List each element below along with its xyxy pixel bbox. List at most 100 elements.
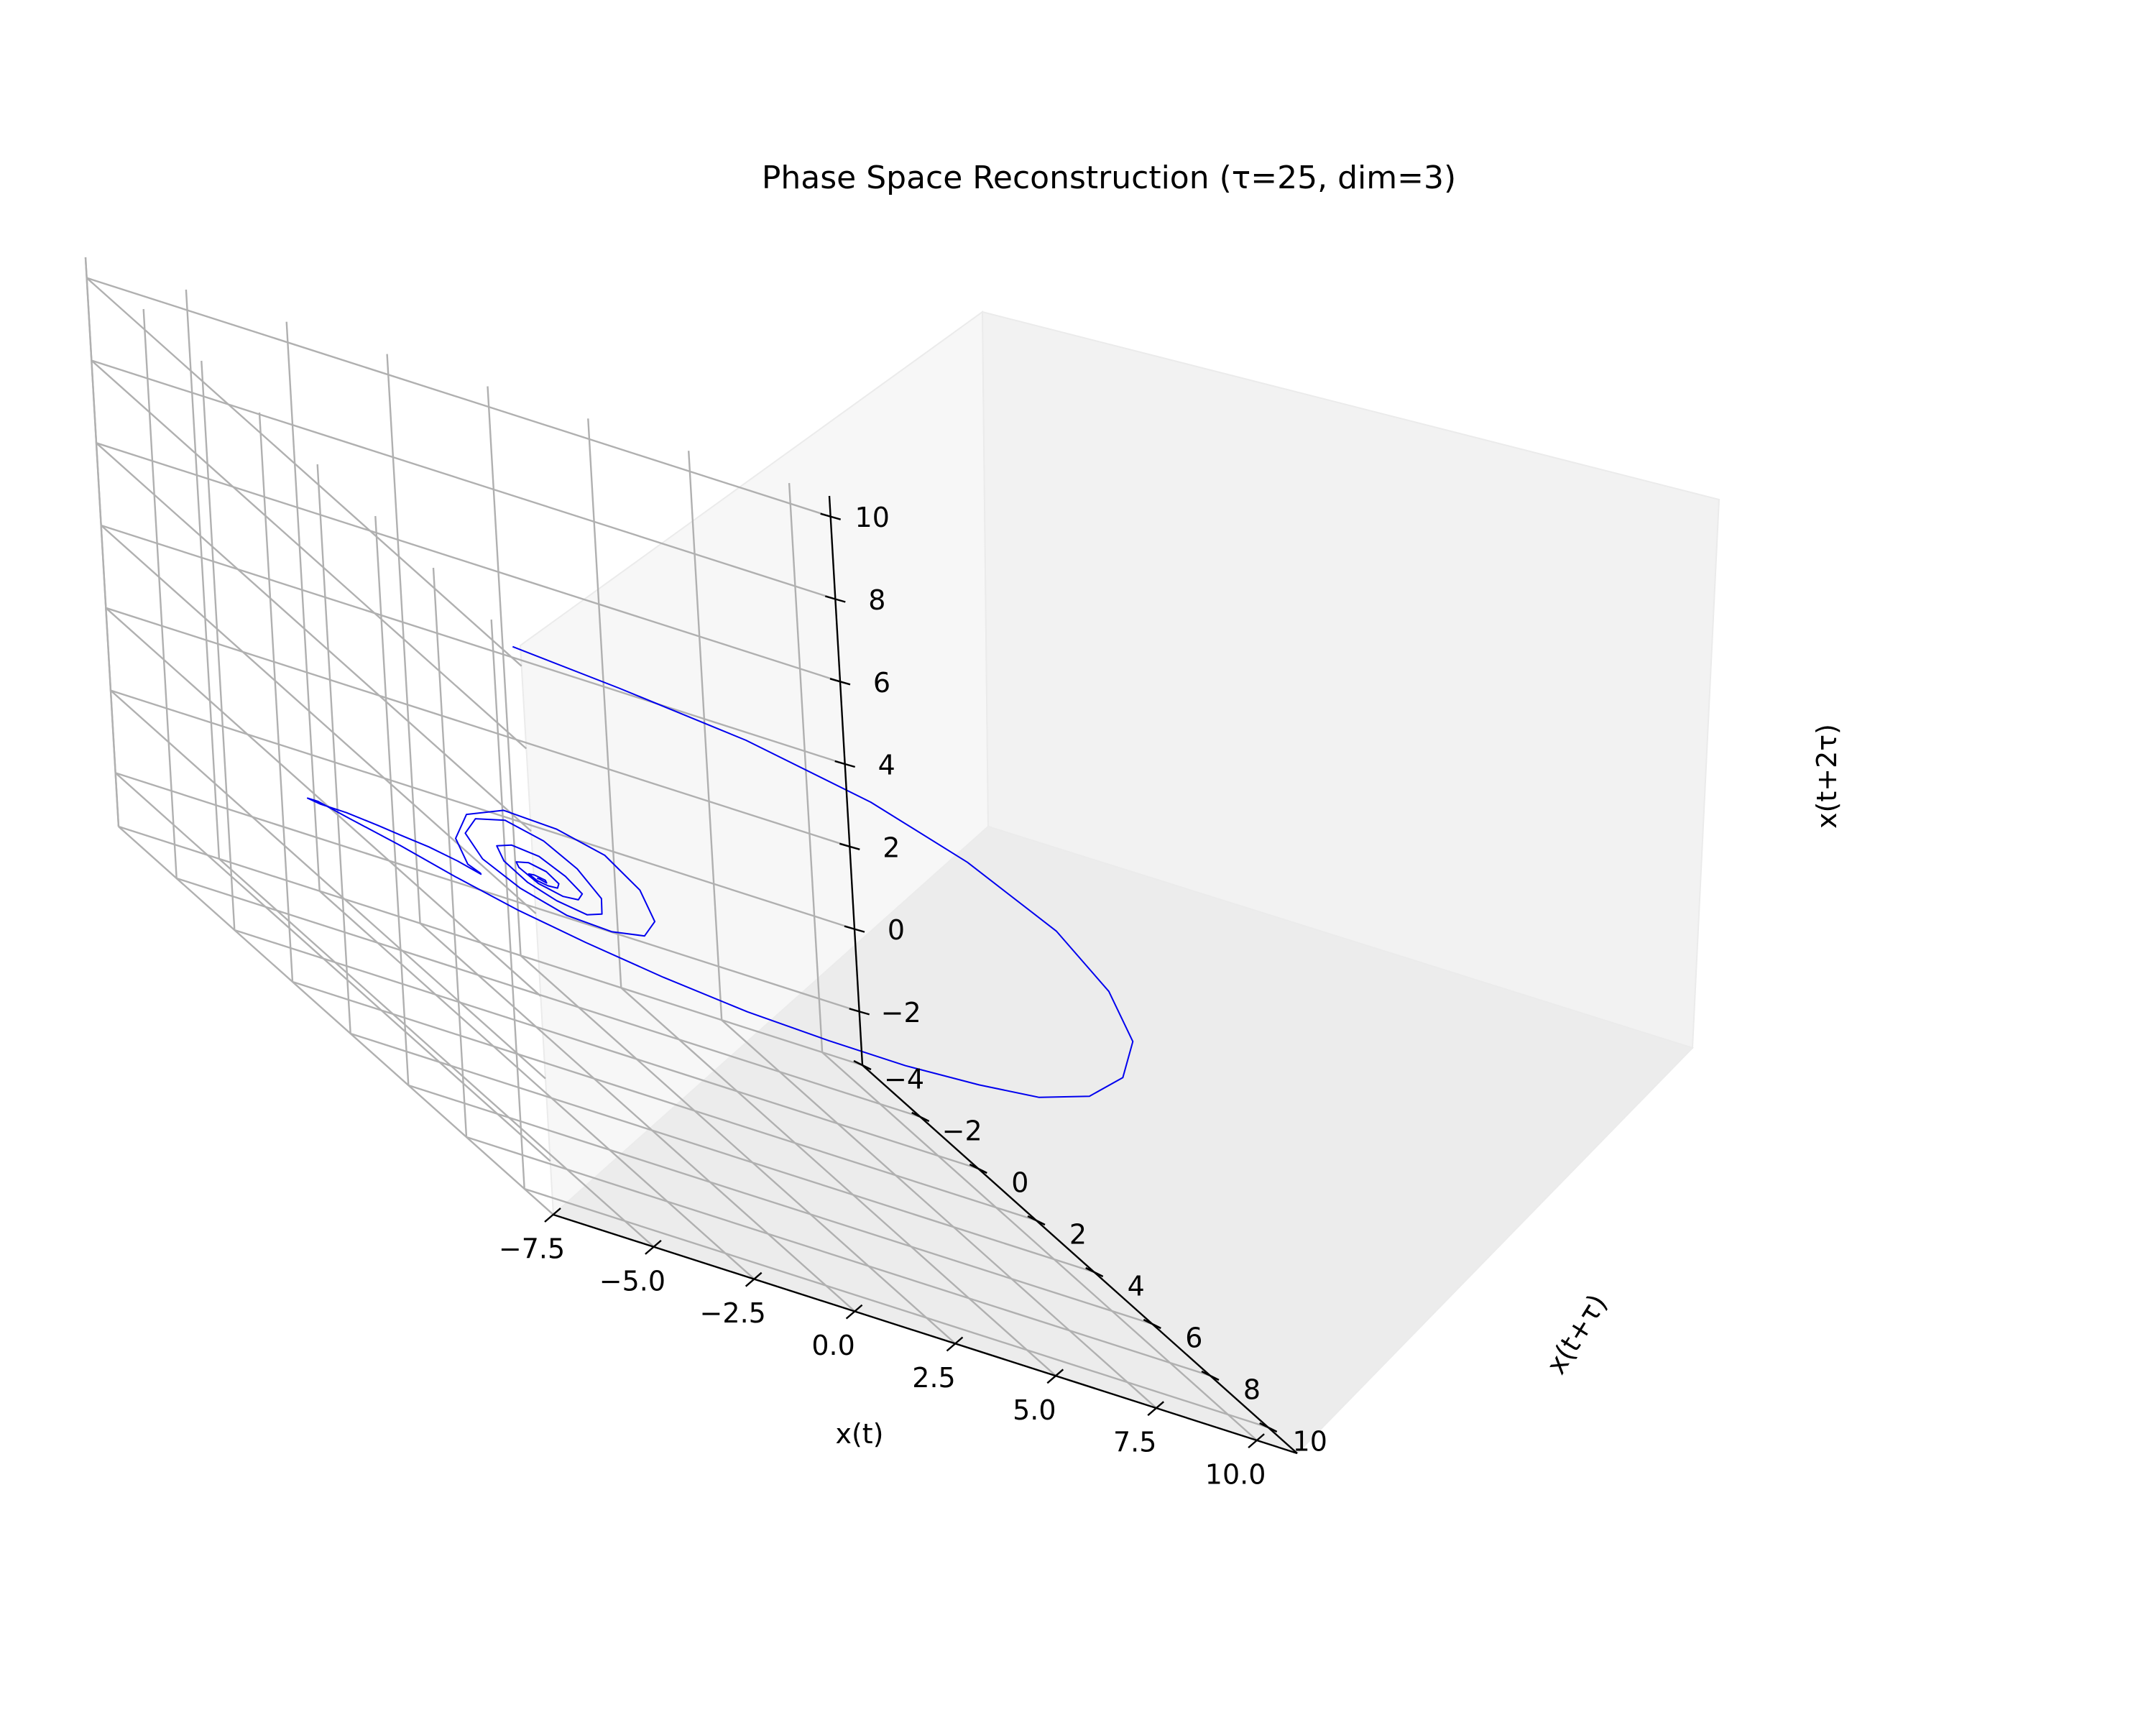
- trajectory-line: [307, 645, 1134, 1098]
- x-axis-line: [553, 1213, 1298, 1455]
- z-tick: [849, 1008, 870, 1016]
- gridline-z-back: [115, 772, 860, 1013]
- x-tick-label: 7.5: [1113, 1427, 1156, 1458]
- z-tick: [824, 595, 846, 603]
- gridline-z-back: [86, 277, 831, 518]
- z-tick-label: 8: [868, 584, 885, 616]
- y-tick-label: 2: [1069, 1219, 1087, 1251]
- y-tick-label: 6: [1185, 1322, 1202, 1354]
- gridline-y-left: [142, 308, 178, 879]
- gridline-z-left: [86, 277, 522, 667]
- y-tick: [1143, 1318, 1161, 1330]
- gridline-x-back: [788, 483, 824, 1053]
- trajectory-layer: [307, 645, 1134, 1098]
- gridline-x-back: [688, 451, 723, 1021]
- gridline-z-back: [96, 442, 841, 683]
- gridline-z-back: [101, 524, 846, 765]
- gridline-x-floor: [218, 858, 655, 1248]
- gridline-y-left: [374, 515, 410, 1086]
- z-tick-label: 0: [888, 914, 905, 946]
- y-tick: [1201, 1370, 1220, 1381]
- gridline-y-left: [432, 567, 468, 1138]
- gridline-y-floor: [466, 1136, 1211, 1377]
- x-tick-label: 2.5: [912, 1362, 955, 1394]
- gridline-y-left: [316, 464, 351, 1034]
- z-axis-label: x(t+2τ): [1811, 724, 1843, 829]
- gridline-z-left: [96, 442, 532, 832]
- gridline-x-back: [285, 321, 321, 891]
- y-tick: [969, 1163, 987, 1174]
- x-tick: [1147, 1401, 1164, 1417]
- y-tick: [853, 1059, 872, 1071]
- gridline-y-floor: [118, 825, 863, 1067]
- x-tick: [645, 1239, 662, 1255]
- gridline-x-floor: [520, 954, 957, 1345]
- x-tick: [544, 1208, 561, 1223]
- y-tick-label: 0: [1011, 1167, 1028, 1199]
- z-axis-line: [828, 495, 864, 1066]
- y-tick: [1027, 1215, 1046, 1226]
- y-axis-line: [862, 1064, 1298, 1454]
- gridline-y-floor: [350, 1032, 1095, 1274]
- z-tick: [839, 842, 860, 850]
- z-tick: [844, 925, 865, 933]
- y-axis-label: x(t+τ): [1540, 1289, 1613, 1380]
- x-tick: [845, 1304, 863, 1320]
- y-tick-label: −4: [884, 1064, 924, 1095]
- z-tick-label: 4: [878, 750, 895, 781]
- gridline-z-left: [91, 359, 528, 750]
- gridline-x-floor: [118, 826, 554, 1215]
- gridline-y-left: [201, 360, 236, 931]
- gridline-x-floor: [821, 1052, 1258, 1441]
- gridline-z-back: [110, 689, 855, 930]
- z-tick: [829, 678, 851, 686]
- x-tick-label: 5.0: [1013, 1394, 1056, 1426]
- axes-3d: [84, 257, 1720, 1455]
- gridline-y-floor: [292, 980, 1037, 1222]
- gridline-z-back: [105, 607, 850, 847]
- gridline-z-back: [91, 359, 836, 600]
- x-tick-label: 0.0: [811, 1330, 854, 1361]
- gridline-x-floor: [318, 890, 755, 1280]
- z-tick-label: 10: [855, 502, 890, 533]
- x-tick-label: −5.0: [599, 1265, 665, 1297]
- gridline-z-left: [105, 607, 542, 997]
- z-tick: [820, 512, 842, 520]
- y-tick-label: 8: [1243, 1374, 1261, 1406]
- gridline-y-floor: [234, 929, 979, 1170]
- gridline-x-floor: [721, 1019, 1157, 1409]
- y-tick-label: 4: [1128, 1271, 1145, 1302]
- x-tick: [745, 1271, 763, 1287]
- chart-title: Phase Space Reconstruction (τ=25, dim=3): [762, 160, 1456, 196]
- y-tick-label: −2: [942, 1116, 982, 1147]
- gridline-y-floor: [407, 1084, 1153, 1325]
- x-tick: [1046, 1368, 1064, 1384]
- gridline-z-left: [114, 772, 551, 1162]
- z-tick: [834, 760, 856, 768]
- z-tick-label: 6: [873, 667, 890, 699]
- gridline-x-floor: [620, 987, 1057, 1377]
- y-tick: [1085, 1266, 1104, 1278]
- z-tick-label: −2: [881, 997, 921, 1029]
- x-tick: [1248, 1433, 1265, 1449]
- gridline-y-floor: [176, 877, 921, 1118]
- gridline-y-left: [258, 412, 294, 983]
- gridline-y-floor: [524, 1187, 1269, 1429]
- x-tick-label: −7.5: [499, 1233, 565, 1265]
- gridline-y-left: [84, 257, 120, 827]
- gridline-x-back: [587, 418, 622, 988]
- gridline-x-floor: [419, 922, 856, 1312]
- x-tick-label: −2.5: [700, 1297, 766, 1329]
- x-tick-label: 10.0: [1205, 1459, 1266, 1491]
- gridline-x-back: [185, 289, 221, 859]
- tick-marks: [544, 512, 1278, 1449]
- y-tick-label: 10: [1293, 1426, 1327, 1458]
- x-axis-label: x(t): [835, 1418, 883, 1450]
- y-tick: [1259, 1422, 1278, 1433]
- x-tick: [946, 1336, 964, 1352]
- z-tick-label: 2: [883, 832, 900, 863]
- gridline-z-left: [100, 525, 537, 914]
- gridline-x-back: [487, 386, 522, 956]
- gridline-z-left: [110, 689, 546, 1080]
